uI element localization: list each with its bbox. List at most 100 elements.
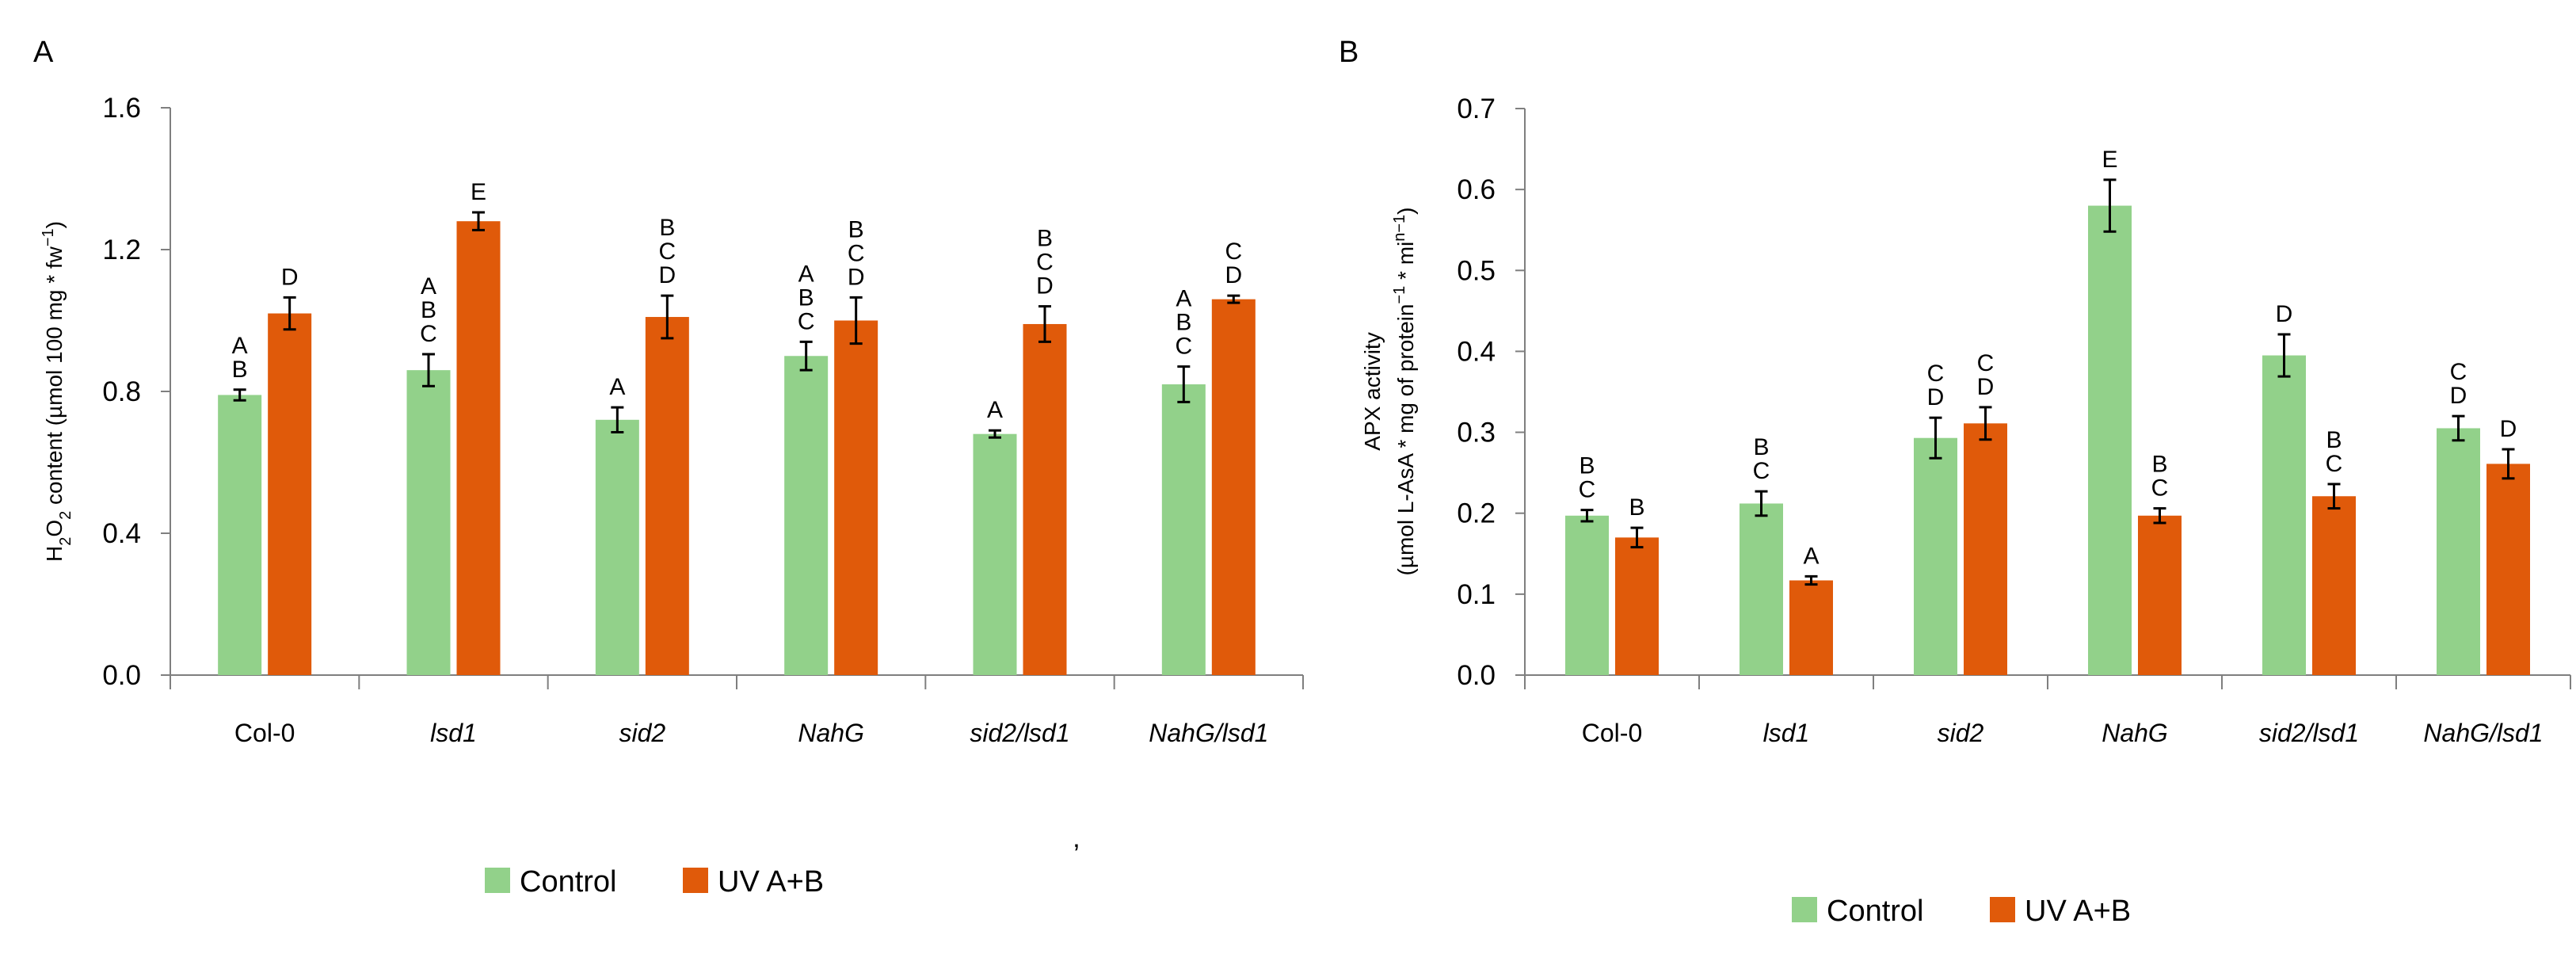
significance-letter: E [2102,147,2117,173]
y-tick-label: 0.3 [1457,418,1496,448]
legend-label: Control [520,865,617,899]
significance-letter: C [848,240,865,266]
legend-swatch-uv [1990,897,2015,922]
bar-uv [2312,496,2356,675]
bar-uv [268,313,312,675]
significance-letter: B [1753,434,1769,460]
significance-letter: A [1176,286,1191,312]
bar-control [784,356,829,675]
significance-letter: D [281,264,299,290]
bar-control [1161,384,1206,675]
significance-letter: D [848,264,865,290]
y-tick-label: 0.7 [1457,93,1496,124]
significance-letter: C [2151,475,2169,502]
significance-letter: A [232,333,248,359]
significance-letter: B [798,284,814,311]
significance-letter: D [1977,374,1995,400]
legend-swatch-control [1792,897,1817,922]
significance-letter: B [848,216,864,242]
y-tick-label: 0.0 [102,660,141,691]
significance-letter: B [2326,427,2342,453]
significance-letter: A [421,273,436,300]
x-category-label: sid2/lsd1 [970,719,1069,747]
y-tick-label: 0.0 [1457,660,1496,691]
significance-letter: B [2151,452,2167,478]
bar-control [973,433,1017,675]
x-category-label: sid2/lsd1 [2259,719,2359,747]
y-axis-label-text: H2O2 content (µmol 100 mg * fw−1) [40,221,74,562]
y-tick-label: 0.4 [102,518,141,549]
x-category-label: sid2 [619,719,665,747]
significance-letter: B [1579,453,1595,479]
significance-letter: D [1036,273,1054,300]
panel-label-b: B [1339,36,1358,69]
significance-letter: D [658,262,676,288]
bar-uv [645,317,689,675]
y-axis-label: H2O2 content (µmol 100 mg * fw−1) [40,221,74,562]
x-category-label: sid2 [1938,719,1984,747]
significance-letter: B [421,297,436,323]
bar-control [406,370,451,675]
bar-uv [2486,464,2530,675]
significance-letter: C [1225,238,1242,265]
significance-letter: B [1037,226,1053,252]
y-tick-label: 0.1 [1457,579,1496,610]
y-axis-label-part: * mi [1393,242,1418,286]
x-category-label: NahG [2102,719,2168,747]
significance-letter: C [658,238,676,265]
significance-letter: D [1225,262,1242,288]
legend-label: UV A+B [2025,895,2131,928]
x-category-label: lsd1 [430,719,477,747]
bar-control [218,395,262,675]
y-tick-label: 0.6 [1457,174,1496,205]
panel-label-a: A [33,36,54,69]
bar-uv [456,221,501,675]
x-category-label: Col-0 [1582,719,1642,747]
bar-control [2262,355,2306,675]
significance-letter: B [659,215,675,241]
significance-letter: A [1803,543,1819,569]
significance-letter: A [987,397,1003,423]
significance-letter: C [420,321,437,347]
legend: Control UV A+B [1792,895,2131,928]
significance-letter: C [1175,334,1192,360]
y-axis-label-line1: APX activity [1360,332,1385,450]
significance-letter: A [609,374,625,400]
significance-letter: D [2276,301,2293,327]
significance-letter: C [1977,350,1995,376]
y-axis-label-part: O [42,520,67,537]
bar-uv [1964,423,2007,675]
y-axis-label-part: −1 [1391,286,1408,304]
significance-letter: C [798,308,815,334]
legend: Control UV A+B [485,865,824,899]
bar-uv [2138,515,2182,675]
bar-control [595,419,639,675]
y-axis-label-part: −1 [40,228,57,246]
bar-uv [1789,580,1833,675]
bar-control [2437,428,2480,675]
y-tick-label: 1.6 [102,93,141,124]
y-tick-label: 0.5 [1457,255,1496,286]
significance-letter: C [2450,359,2467,385]
y-tick-label: 0.8 [102,376,141,407]
bar-control [1565,515,1609,675]
significance-letter: C [1036,250,1054,276]
y-axis-label-part: H [42,546,67,562]
significance-letter: B [1629,494,1644,521]
x-category-label: NahG [798,719,864,747]
y-axis-label-part: n−1 [1391,215,1408,242]
y-axis-label-part: 2 [57,537,74,546]
chart-panel-a: 0.00.40.81.21.6ABDCol-0ABCElsd1ABCDsid2A… [40,93,1304,899]
significance-letter: E [471,179,486,205]
y-tick-label: 0.4 [1457,336,1496,367]
bar-uv [1211,299,1256,675]
y-axis-label-part: ) [42,221,67,228]
significance-letter: C [2326,451,2343,477]
y-axis-label-part: 2 [57,511,74,520]
chart-panel-b: 0.00.10.20.30.40.50.60.7BCBCol-0BCAlsd1C… [1360,93,2571,928]
legend-swatch-control [485,868,510,893]
significance-letter: C [1579,477,1596,503]
y-tick-label: 0.2 [1457,498,1496,529]
y-axis-label-part: content (µmol 100 mg * fw [42,246,67,510]
